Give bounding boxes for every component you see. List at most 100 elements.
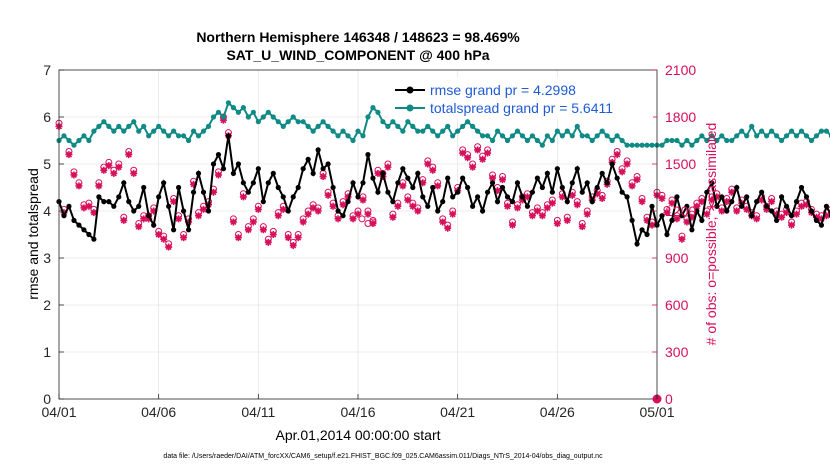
- rmse-point: [818, 222, 825, 228]
- totalspread-point: [684, 137, 690, 144]
- obs-assimilated-point: [219, 116, 227, 124]
- totalspread-point: [235, 109, 241, 115]
- obs-assimilated-point: [469, 163, 477, 171]
- legend: rmse grand pr = 4.2998 totalspread grand…: [389, 77, 653, 119]
- rmse-point: [126, 199, 132, 205]
- obs-assimilated-point: [60, 209, 68, 217]
- rmse-point: [300, 166, 306, 172]
- obs-assimilated-point: [768, 198, 776, 206]
- rmse-point: [195, 170, 202, 176]
- rmse-point: [185, 227, 192, 233]
- rmse-point: [345, 199, 351, 205]
- totalspread-point: [489, 137, 496, 144]
- rmse-point: [255, 166, 261, 172]
- obs-assimilated-point: [568, 191, 576, 199]
- rmse-point: [111, 203, 117, 209]
- obs-assimilated-point: [499, 176, 507, 184]
- right-tick-label-3: 900: [665, 250, 689, 266]
- rmse-point: [669, 217, 675, 223]
- rmse-point: [101, 199, 107, 205]
- rmse-point: [549, 189, 555, 195]
- obs-assimilated-point: [155, 231, 163, 238]
- obs-assimilated-point: [528, 212, 536, 220]
- totalspread-point: [639, 142, 645, 148]
- obs-assimilated-point: [513, 204, 521, 212]
- rmse-point: [460, 175, 466, 181]
- totalspread-point: [101, 119, 107, 125]
- rmse-point: [813, 217, 820, 223]
- legend-box: [389, 77, 653, 119]
- obs-assimilated-point: [239, 193, 247, 201]
- rmse-point: [519, 194, 526, 200]
- obs-assimilated-point: [354, 210, 362, 218]
- obs-assimilated-point: [344, 193, 352, 201]
- totalspread-point: [589, 137, 595, 144]
- totalspread-point: [180, 133, 187, 139]
- rmse-point: [759, 189, 765, 195]
- rmse-point: [798, 184, 805, 191]
- obs-assimilated-point: [573, 201, 581, 209]
- obs-assimilated-point: [728, 188, 736, 196]
- rmse-point: [171, 227, 177, 233]
- rmse-point: [280, 194, 286, 200]
- rmse-point: [76, 222, 82, 228]
- totalspread-point: [116, 123, 122, 129]
- totalspread-point: [185, 137, 192, 144]
- rmse-point: [569, 180, 575, 186]
- totalspread-point: [400, 128, 406, 134]
- rmse-point: [544, 170, 550, 176]
- rmse-point: [699, 217, 705, 223]
- rmse-point: [200, 189, 207, 195]
- rmse-point: [494, 199, 501, 205]
- rmse-point: [749, 213, 755, 219]
- rmse-point: [674, 194, 680, 200]
- obs-assimilated-point: [254, 205, 262, 213]
- legend-rmse-marker: [406, 86, 414, 94]
- rmse-point: [370, 175, 376, 181]
- y-axis-label-right: # of obs: o=possible; ∗=assimilated: [703, 123, 719, 346]
- totalspread-point: [315, 123, 321, 129]
- left-tick-label-3: 3: [43, 250, 51, 266]
- rmse-point: [121, 180, 127, 186]
- totalspread-point: [340, 128, 346, 134]
- left-tick-label-5: 5: [43, 156, 51, 172]
- rmse-point: [609, 161, 615, 167]
- totalspread-point: [310, 128, 316, 134]
- rmse-point: [714, 203, 720, 209]
- obs-assimilated-point: [698, 198, 706, 206]
- rmse-point: [554, 166, 560, 172]
- x-tick-label-3: 04/16: [340, 404, 375, 420]
- obs-assimilated-point: [259, 226, 267, 234]
- totalspread-point: [659, 142, 665, 148]
- rmse-point: [664, 231, 670, 238]
- obs-assimilated-point: [334, 215, 342, 223]
- totalspread-point: [285, 119, 291, 125]
- rmse-point: [639, 227, 645, 233]
- obs-assimilated-point: [538, 212, 546, 220]
- rmse-point: [265, 180, 271, 186]
- obs-assimilated-point: [668, 199, 676, 207]
- totalspread-point: [519, 133, 526, 139]
- totalspread-point: [275, 119, 281, 125]
- rmse-point: [91, 236, 97, 242]
- obs-assimilated-point: [434, 182, 442, 190]
- obs-assimilated-point: [374, 169, 382, 177]
- obs-assimilated-point: [583, 210, 591, 218]
- obs-assimilated-point: [464, 154, 472, 162]
- obs-assimilated-point: [788, 221, 796, 229]
- obs-assimilated-point: [773, 210, 781, 218]
- obs-assimilated-point: [489, 174, 497, 182]
- obs-assimilated-point: [783, 209, 791, 217]
- rmse-point: [704, 189, 710, 195]
- totalspread-point: [325, 123, 331, 129]
- totalspread-point: [569, 133, 575, 139]
- obs-assimilated-point: [319, 173, 327, 181]
- obs-assimilated-point: [115, 163, 123, 171]
- totalspread-point: [709, 133, 715, 139]
- totalspread-point: [634, 142, 640, 148]
- obs-assimilated-point: [309, 204, 317, 212]
- totalspread-point: [66, 137, 72, 144]
- totalspread-point: [295, 119, 301, 125]
- rmse-point: [180, 208, 187, 214]
- obs-assimilated-point: [170, 198, 178, 206]
